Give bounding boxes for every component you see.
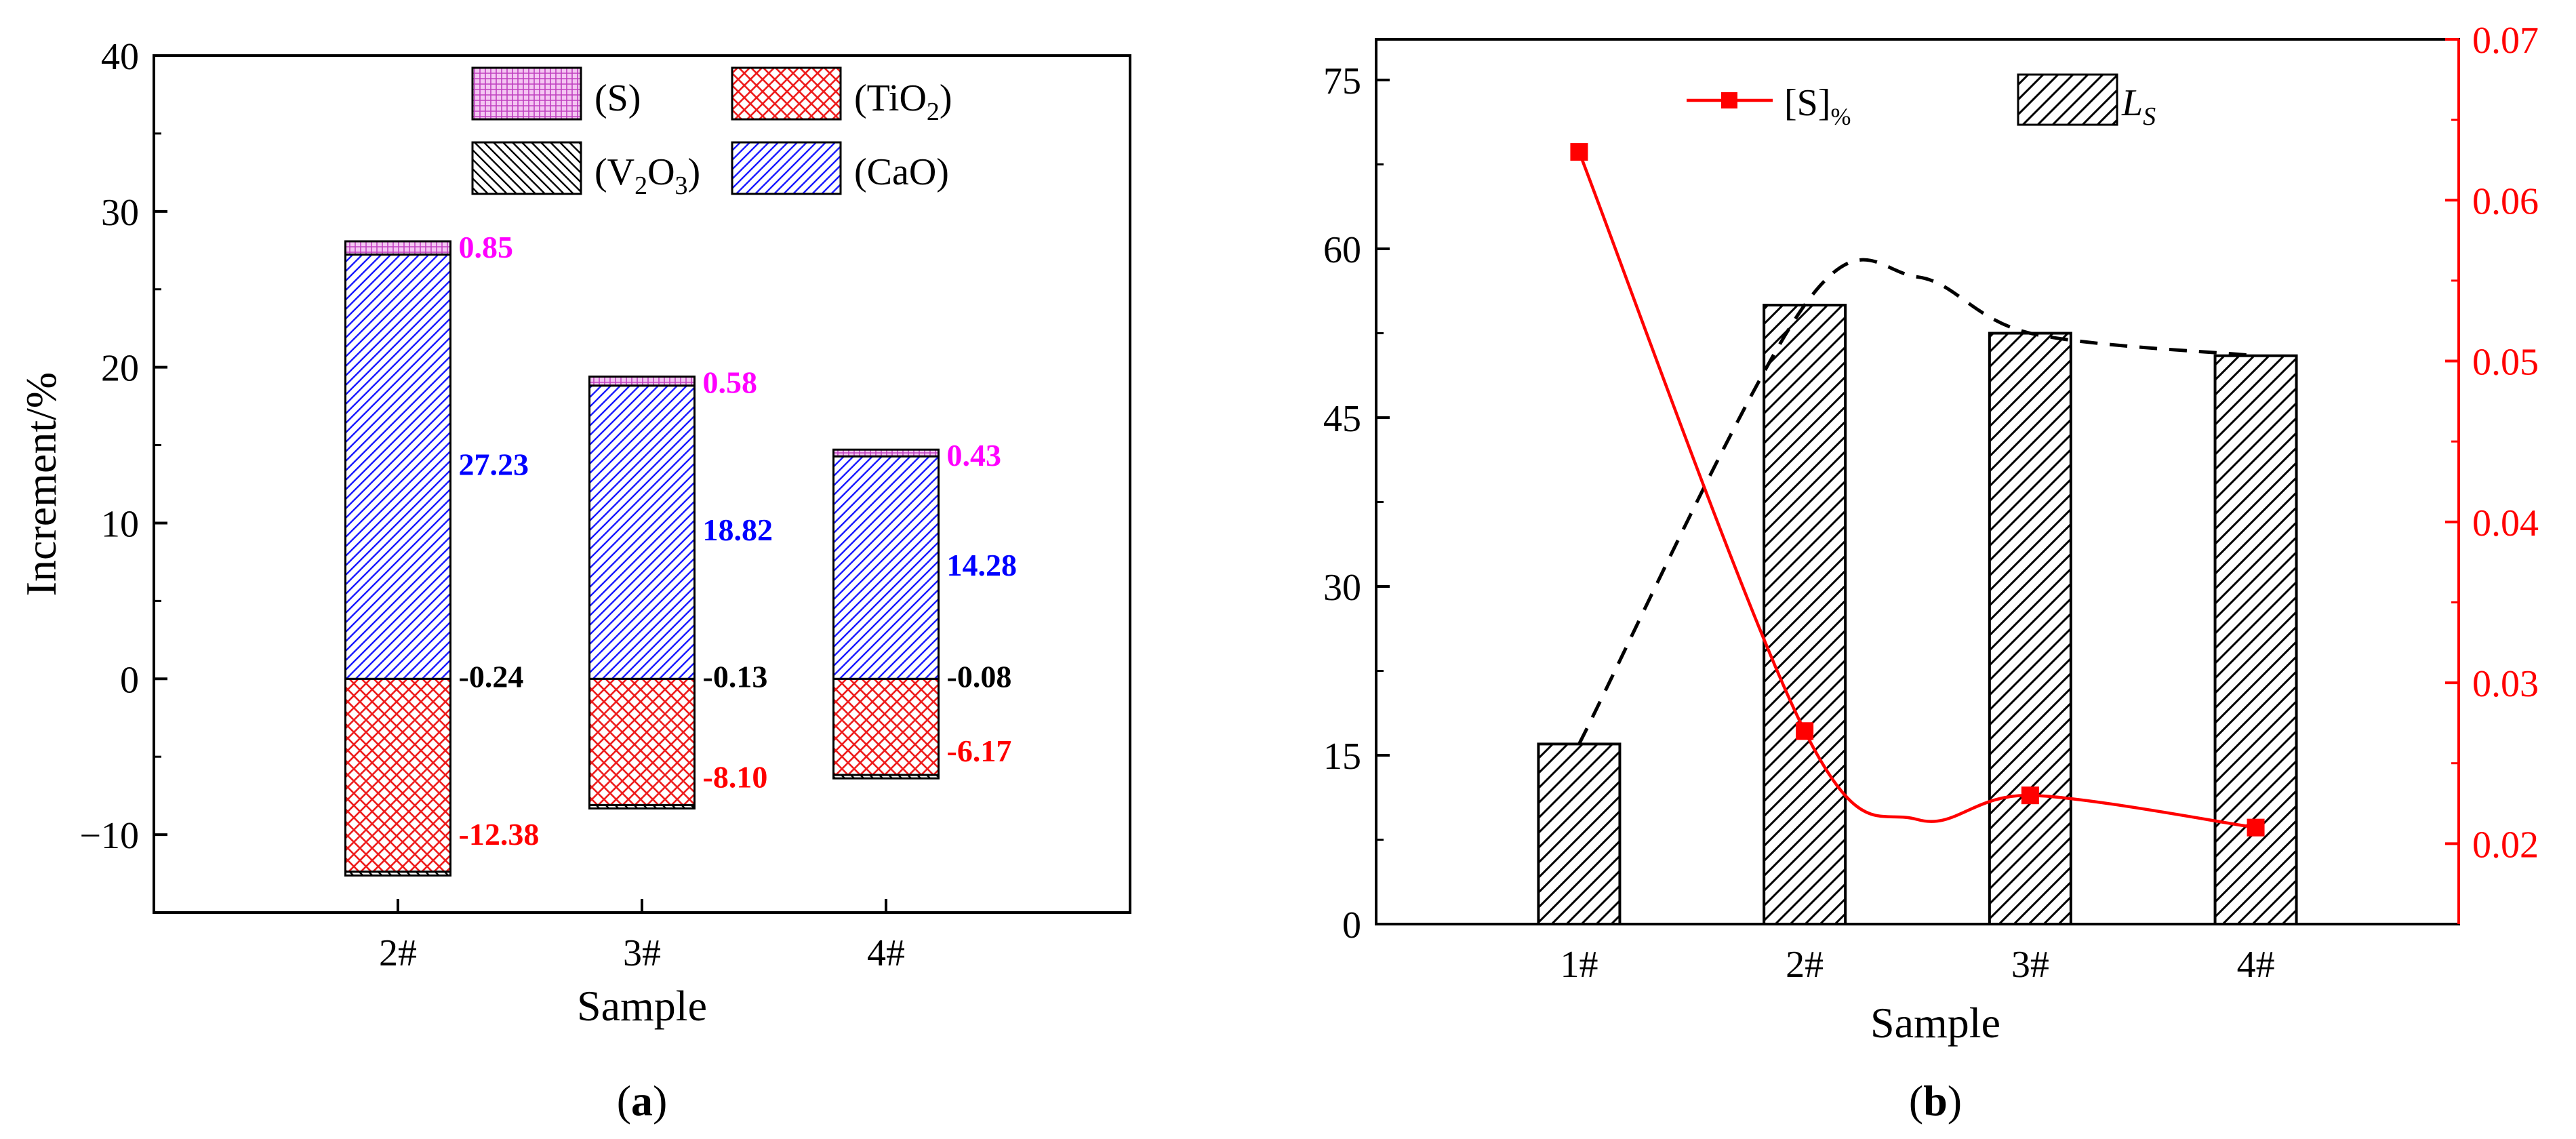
marker-S-percent-2# <box>1796 722 1814 740</box>
x-tick-label-a: 4# <box>867 932 905 974</box>
legend-b: [S]% LS <box>1687 73 2156 131</box>
bar-S-2# <box>344 240 451 256</box>
legend-label-S: (S) <box>595 77 641 119</box>
line-S-percent <box>1577 151 2256 829</box>
y-tick-label-a: 30 <box>101 192 139 234</box>
legend-label-S-percent: [S]% <box>1784 82 1851 130</box>
x-tick-label-b: 3# <box>2011 944 2049 986</box>
data-label-V2O3-4#: -0.08 <box>947 659 1012 694</box>
bar-TiO2-2# <box>344 677 451 873</box>
y-axis-left-b: 0 15 30 45 60 75 <box>1323 60 1390 946</box>
bar-TiO2-3# <box>588 677 696 806</box>
y-tick-label-right-b: 0.03 <box>2472 663 2539 705</box>
markers-S-percent <box>1570 143 2265 837</box>
y-tick-label-left-b: 60 <box>1323 229 1361 271</box>
bar-V2O3-3# <box>588 803 696 810</box>
y-tick-label-left-b: 30 <box>1323 567 1361 609</box>
y-tick-label-left-b: 15 <box>1323 736 1361 778</box>
y-tick-label-a: 0 <box>120 659 139 701</box>
y-tick-label-right-b: 0.05 <box>2472 342 2539 384</box>
bar-TiO2-4# <box>832 677 940 776</box>
bar-LS-2# <box>1763 304 1847 925</box>
y-tick-label-right-b: 0.04 <box>2472 502 2539 544</box>
data-labels-a: -12.38 -0.24 27.23 0.85 -8.10 -0.13 18.82 0.58 -… <box>459 230 1018 852</box>
stacked-bars-a <box>344 240 940 877</box>
legend-swatch-V2O3 <box>471 141 582 195</box>
y-tick-label-right-b: 0.07 <box>2472 20 2539 62</box>
panel-b: 0 15 30 45 60 75 0.02 0.03 0.04 0.05 0.06 0.07 1# 2… <box>1323 20 2539 1125</box>
bars-LS <box>1537 304 2298 926</box>
x-axis-b: 1# 2# 3# 4# <box>1560 911 2275 986</box>
legend-swatch-CaO <box>731 141 842 195</box>
data-label-TiO2-2#: -12.38 <box>459 817 540 852</box>
legend-swatch-TiO2 <box>731 66 842 121</box>
marker-S-percent-1# <box>1570 143 1588 161</box>
panel-caption-a: (a) <box>617 1077 668 1125</box>
legend-label-LS: LS <box>2121 82 2156 131</box>
y-tick-label-a: 20 <box>101 348 139 390</box>
data-label-TiO2-4#: -6.17 <box>947 734 1012 768</box>
x-axis-a: 2# 3# 4# <box>379 899 905 974</box>
y-axis-right-b: 0.02 0.03 0.04 0.05 0.06 0.07 <box>2445 20 2539 866</box>
y-tick-label-right-b: 0.02 <box>2472 824 2539 866</box>
bar-LS-4# <box>2213 354 2298 925</box>
x-axis-title-a: Sample <box>577 982 707 1030</box>
legend-swatch-LS <box>2017 73 2118 126</box>
bar-CaO-2# <box>344 253 451 680</box>
bar-S-4# <box>832 448 940 458</box>
x-axis-title-b: Sample <box>1870 999 2000 1047</box>
y-axis-a: −10 0 10 20 30 40 <box>79 36 167 914</box>
bar-LS-1# <box>1537 742 1622 926</box>
legend-a: (S) (TiO2) (V2O3) (CaO) <box>471 66 952 200</box>
data-label-V2O3-3#: -0.13 <box>703 659 768 694</box>
data-label-S-3#: 0.58 <box>703 365 758 399</box>
data-label-TiO2-3#: -8.10 <box>703 759 768 794</box>
legend-label-CaO: (CaO) <box>854 151 949 193</box>
legend-swatch-S <box>471 66 582 121</box>
legend-label-TiO2: (TiO2) <box>854 77 952 126</box>
data-label-CaO-3#: 18.82 <box>703 513 773 547</box>
legend-marker-S-percent <box>1721 92 1737 108</box>
bar-S-3# <box>588 375 696 387</box>
data-label-S-4#: 0.43 <box>947 438 1002 473</box>
marker-S-percent-4# <box>2247 818 2265 837</box>
x-tick-label-b: 1# <box>1560 944 1598 986</box>
dashed-trend-line <box>1577 258 2256 745</box>
marker-S-percent-3# <box>2021 786 2039 805</box>
x-tick-label-b: 4# <box>2237 944 2275 986</box>
y-tick-label-left-b: 75 <box>1323 60 1361 102</box>
data-label-V2O3-2#: -0.24 <box>459 659 524 694</box>
x-tick-label-a: 3# <box>623 932 661 974</box>
y-tick-label-a: 10 <box>101 503 139 545</box>
x-tick-label-a: 2# <box>379 932 417 974</box>
bar-LS-3# <box>1988 332 2072 925</box>
panel-caption-b: (b) <box>1909 1077 1962 1125</box>
bar-V2O3-2# <box>344 871 451 877</box>
y-tick-label-a: 40 <box>101 36 139 78</box>
y-tick-label-left-b: 45 <box>1323 398 1361 440</box>
y-tick-label-right-b: 0.06 <box>2472 180 2539 222</box>
y-tick-label-left-b: 0 <box>1342 904 1361 946</box>
panel-a: −10 0 10 20 30 40 2# 3# 4# -12.38 -0.24 27.23 0.85… <box>17 36 1131 1125</box>
data-label-S-2#: 0.85 <box>459 230 514 264</box>
x-tick-label-b: 2# <box>1786 944 1824 986</box>
y-tick-label-a: −10 <box>79 815 139 857</box>
data-label-CaO-2#: 27.23 <box>459 447 529 481</box>
bar-CaO-4# <box>832 455 940 680</box>
y-axis-title-a: Increment/% <box>17 372 65 597</box>
data-label-CaO-4#: 14.28 <box>947 548 1018 582</box>
bar-CaO-3# <box>588 384 696 680</box>
legend-label-V2O3: (V2O3) <box>595 151 700 200</box>
bar-V2O3-4# <box>832 774 940 780</box>
